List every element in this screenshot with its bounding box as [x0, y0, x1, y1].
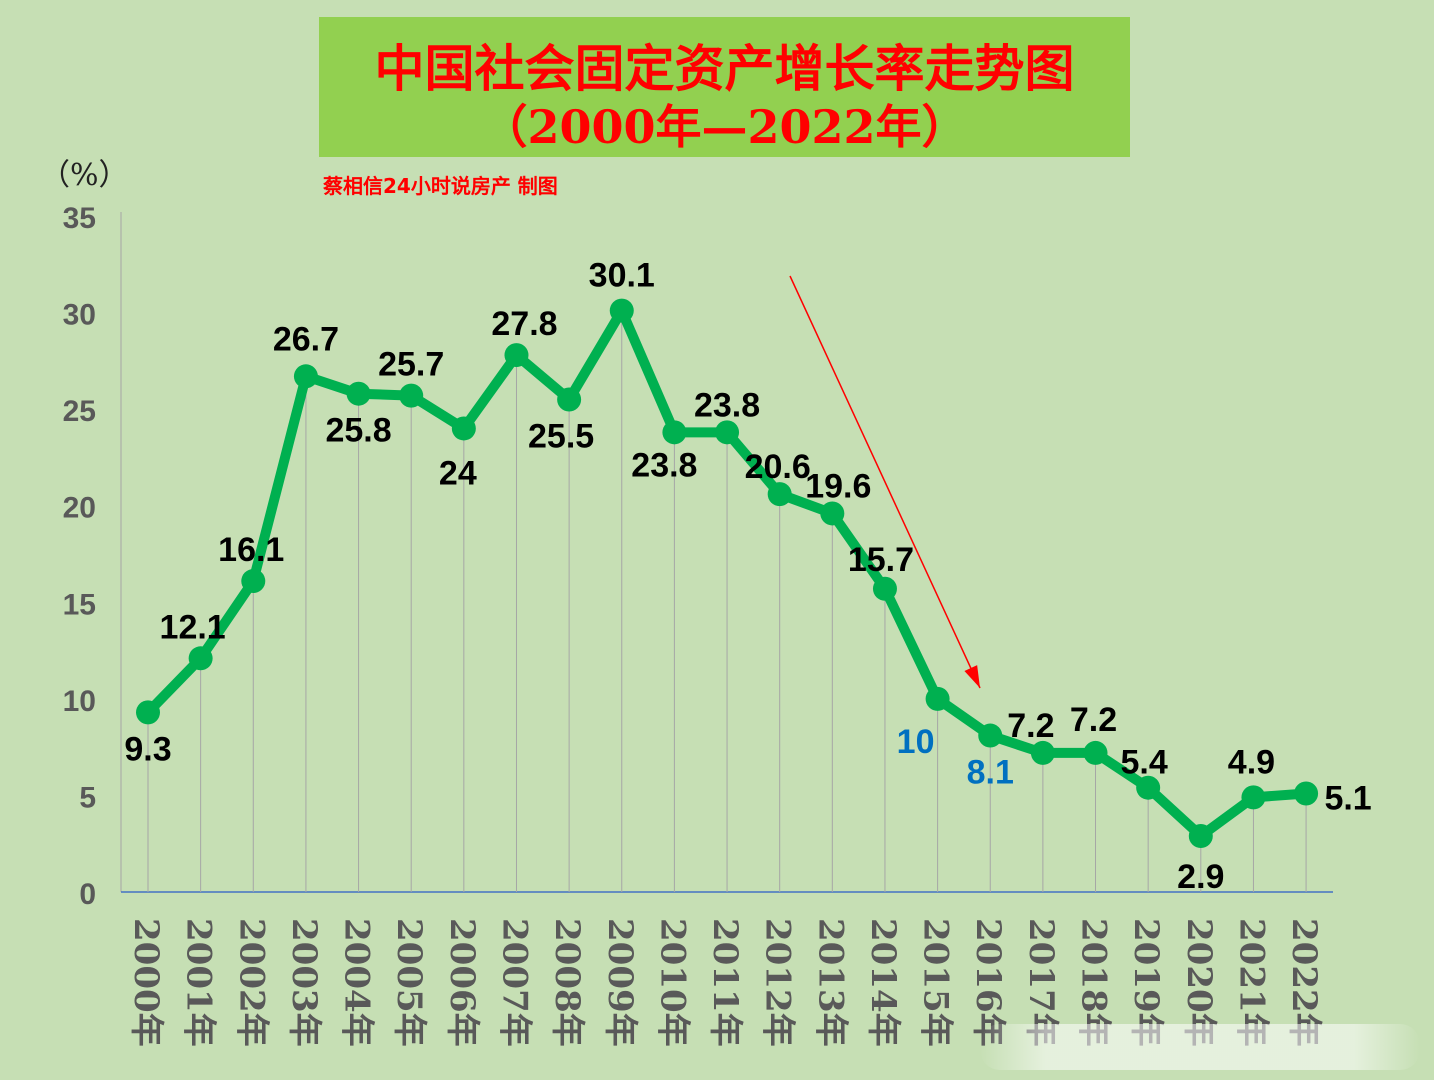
x-tick-label: 2011年: [705, 918, 745, 1047]
data-point: [1136, 775, 1161, 800]
x-tick-label: 2014年: [863, 918, 903, 1047]
data-point: [767, 482, 792, 507]
data-label: 8.1: [967, 754, 1014, 792]
data-point: [188, 646, 213, 671]
data-label: 7.2: [1007, 707, 1054, 745]
y-tick-label: 5: [79, 781, 96, 814]
data-label: 9.3: [124, 730, 171, 768]
data-point: [978, 723, 1003, 748]
data-point: [820, 501, 845, 526]
y-tick-label: 30: [63, 299, 96, 332]
data-point: [715, 420, 740, 445]
data-point: [1188, 823, 1213, 848]
data-label: 25.8: [325, 412, 391, 450]
x-tick-label: 2003年: [284, 918, 324, 1047]
data-label: 12.1: [160, 608, 226, 646]
data-label: 30.1: [589, 257, 655, 295]
data-label: 26.7: [273, 320, 339, 358]
x-tick-label: 2010年: [652, 918, 692, 1047]
data-point: [1030, 740, 1055, 765]
data-label: 20.6: [745, 448, 811, 486]
data-label: 5.4: [1121, 744, 1168, 782]
data-point: [346, 381, 371, 406]
y-tick-label: 10: [63, 685, 96, 718]
data-label: 19.6: [805, 467, 871, 505]
data-point: [1294, 781, 1319, 806]
data-point: [662, 420, 687, 445]
data-point: [609, 298, 634, 323]
x-tick-label: 2012年: [758, 918, 798, 1047]
x-tick-label: 2004年: [337, 918, 377, 1047]
x-tick-label: 2013年: [810, 918, 850, 1047]
y-tick-label: 20: [63, 492, 96, 525]
data-point: [136, 700, 160, 725]
x-tick-label: 2007年: [494, 918, 534, 1047]
x-tick-label: 2009年: [600, 918, 640, 1047]
data-label: 2.9: [1177, 858, 1224, 896]
y-tick-label: 25: [63, 395, 96, 428]
data-label: 16.1: [218, 531, 284, 569]
watermark: [980, 1024, 1420, 1070]
data-point: [241, 569, 266, 594]
data-point: [1241, 785, 1266, 810]
chart-title-box: 中国社会固定资产增长率走势图 （2000年—2022年）: [319, 17, 1130, 157]
x-tick-label: 2006年: [442, 918, 482, 1047]
data-point: [399, 383, 424, 408]
trend-arrow-head: [964, 665, 980, 688]
x-tick-label: 2001年: [179, 918, 219, 1047]
y-axis-unit: （%）: [40, 158, 129, 193]
data-point: [925, 686, 950, 711]
chart-title: 中国社会固定资产增长率走势图: [374, 39, 1075, 98]
data-label: 7.2: [1070, 701, 1117, 739]
chart-credit: 蔡相信24小时说房产 制图: [323, 174, 558, 198]
chart-subtitle: （2000年—2022年）: [481, 100, 968, 154]
x-tick-label: 2002年: [231, 918, 271, 1047]
x-tick-label: 2000年: [126, 918, 166, 1047]
data-point: [504, 343, 529, 368]
data-point: [451, 416, 476, 441]
data-label: 15.7: [848, 541, 914, 579]
trend-arrow-line: [789, 275, 981, 689]
data-point: [872, 576, 897, 601]
data-label: 23.8: [631, 446, 697, 484]
x-tick-label: 2005年: [389, 918, 429, 1047]
data-label: 25.7: [378, 346, 444, 384]
data-point: [293, 364, 318, 389]
data-point: [1083, 740, 1108, 765]
x-tick-label: 2015年: [916, 918, 956, 1047]
x-tick-label: 2008年: [547, 918, 587, 1047]
data-label: 24: [439, 454, 477, 492]
data-point: [557, 387, 582, 412]
y-tick-label: 0: [79, 878, 96, 911]
data-label: 25.5: [528, 417, 594, 455]
data-label: 4.9: [1228, 743, 1275, 781]
data-label: 27.8: [491, 305, 557, 343]
data-label: 23.8: [694, 386, 760, 424]
data-label: 10: [897, 723, 935, 761]
y-tick-label: 35: [63, 202, 96, 235]
y-tick-label: 15: [63, 588, 96, 621]
data-label: 5.1: [1324, 779, 1371, 817]
